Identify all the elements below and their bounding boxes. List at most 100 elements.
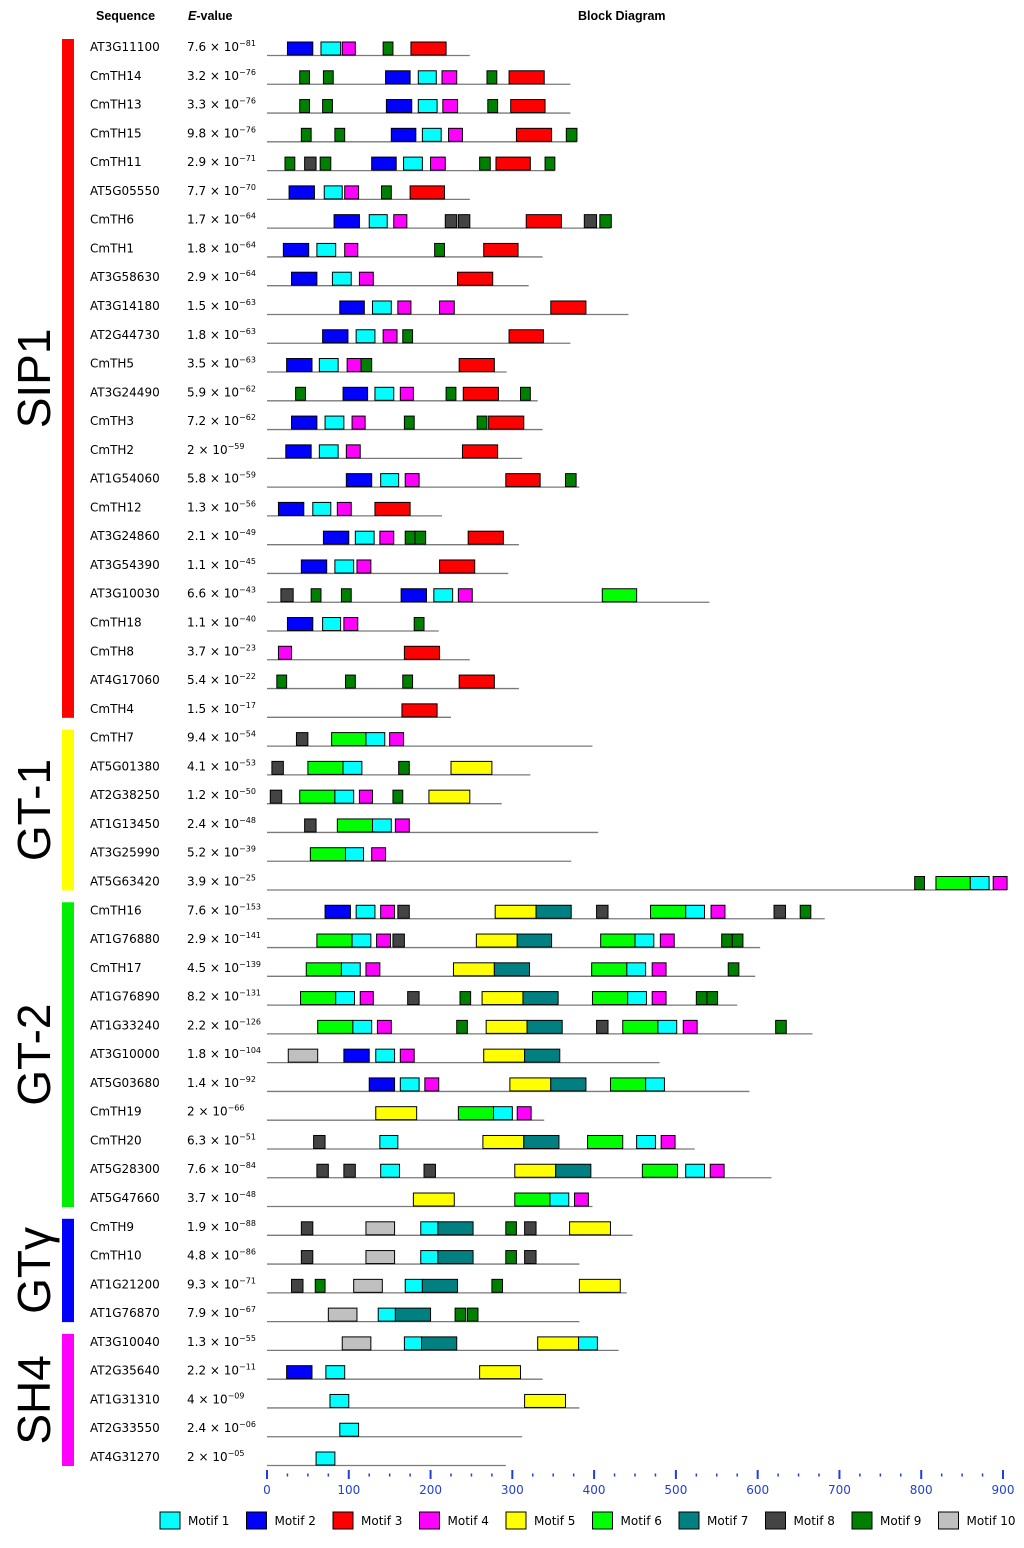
motif-block-4 [660,1134,676,1149]
motif-block-2 [286,617,314,632]
motif-block-4 [344,242,359,257]
evalue-exponent: −63 [239,298,256,307]
sequence-evalue: 5.4 × 10−22 [187,672,256,687]
motif-block-9 [775,1019,787,1034]
motif-block-1 [324,415,345,430]
sequence-row: CmTH2 2 × 10−59 [90,442,523,460]
sequence-name: AT3G10000 [90,1047,160,1061]
motif-block-1 [365,732,386,747]
evalue-base: 7.6 × 10 [187,1162,239,1176]
evalue-exponent: −81 [239,39,256,48]
motif-block-4 [379,530,395,545]
sequence-name: AT2G44730 [90,328,160,342]
sequence-row: AT5G63420 3.9 × 10−25 [90,873,1008,891]
sequence-row: AT3G10040 1.3 × 10−55 [90,1334,619,1352]
sequence-evalue: 3.7 × 10−48 [187,1190,256,1205]
motif-block-3 [550,300,587,315]
motif-block-8 [524,1250,537,1265]
sequence-row: AT5G47660 3.7 × 10−48 [90,1190,593,1208]
evalue-base: 1.4 × 10 [187,1076,239,1090]
motif-block-4 [651,991,667,1006]
motif-block-3 [525,214,562,229]
sequence-evalue: 2.9 × 10−71 [187,154,256,169]
sequence-row: CmTH15 9.8 × 10−76 [90,125,578,143]
sequence-row: CmTH17 4.5 × 10−139 [90,960,756,977]
legend-item: Motif 9 [851,1511,921,1530]
motif-block-1 [312,501,332,516]
motif-block-5 [475,933,518,948]
evalue-exponent: −40 [239,615,256,624]
motif-block-6 [331,732,367,747]
motif-block-1 [969,875,990,890]
sequence-name: CmTH7 [90,731,134,745]
evalue-exponent: −59 [239,471,256,480]
evalue-base: 1.3 × 10 [187,1335,239,1349]
sequence-row: AT3G24490 5.9 × 10−62 [90,384,538,402]
sequence-name: AT3G14180 [90,299,160,313]
motif-block-1 [657,1019,678,1034]
motif-block-9 [402,329,414,344]
evalue-exponent: −17 [239,701,256,710]
motif-block-4 [365,962,381,977]
axis-tick-label: 400 [583,1483,606,1497]
motif-block-4 [457,588,473,603]
sequence-name: CmTH11 [90,155,142,169]
motif-block-4 [448,127,463,142]
motif-block-10 [327,1307,358,1322]
evalue-header-rest: -value [196,9,232,23]
motif-block-6 [601,588,638,603]
evalue-base: 2 × 10 [187,443,228,457]
motif-block-8 [583,214,598,229]
sequence-name: AT5G03680 [90,1076,160,1090]
motif-block-4 [382,329,398,344]
sequence-row: AT1G76870 7.9 × 10−67 [90,1305,580,1323]
motif-block-1 [355,329,376,344]
motif-block-9 [360,358,373,373]
evalue-exponent: −05 [228,1449,245,1458]
motif-block-5 [509,1077,552,1092]
sequence-evalue: 1.5 × 10−63 [187,298,256,313]
motif-block-1 [316,242,337,257]
group-label: GT-2 [8,1004,60,1106]
evalue-base: 2.9 × 10 [187,270,239,284]
motif-block-1 [371,300,392,315]
evalue-base: 5.8 × 10 [187,472,239,486]
sequence-evalue: 3.2 × 10−76 [187,68,256,83]
sequence-name: CmTH16 [90,903,142,917]
motif-block-6 [514,1192,551,1207]
evalue-base: 7.6 × 10 [187,40,239,54]
motif-block-4 [573,1192,589,1207]
evalue-exponent: −67 [239,1305,256,1314]
motif-block-1 [420,1250,439,1265]
group-label: SH4 [8,1355,60,1444]
sequence-evalue: 1.4 × 10−92 [187,1075,256,1090]
group-label: GT-1 [8,759,60,861]
sequence-name: AT3G24490 [90,385,160,399]
motif-block-4 [710,904,726,919]
sequence-name: AT4G31270 [90,1450,160,1464]
evalue-exponent: −141 [239,931,261,940]
motif-block-1 [645,1077,665,1092]
motif-block-1 [334,559,355,574]
motif-block-6 [591,962,628,977]
sequence-name: CmTH10 [90,1249,142,1263]
sequence-evalue: 8.2 × 10−131 [187,989,261,1004]
motif-block-4 [651,962,667,977]
motif-block-5 [482,1134,525,1149]
sequence-row: AT2G35640 2.2 × 10−11 [90,1363,543,1380]
evalue-exponent: −71 [239,154,256,163]
sequence-name: AT1G76880 [90,932,160,946]
motif-block-2 [282,242,310,257]
motif-block-3 [515,127,553,142]
motif-block-4 [346,358,362,373]
group-bar-SH4 [62,1333,74,1466]
sequence-evalue: 7.6 × 10−84 [187,1161,256,1176]
motif-block-6 [622,1019,659,1034]
motif-block-9 [340,588,352,603]
evalue-base: 9.8 × 10 [187,126,239,140]
motif-block-8 [773,904,786,919]
sequence-name: CmTH19 [90,1105,142,1119]
legend-label: Motif 5 [534,1514,575,1528]
evalue-base: 2.9 × 10 [187,932,239,946]
